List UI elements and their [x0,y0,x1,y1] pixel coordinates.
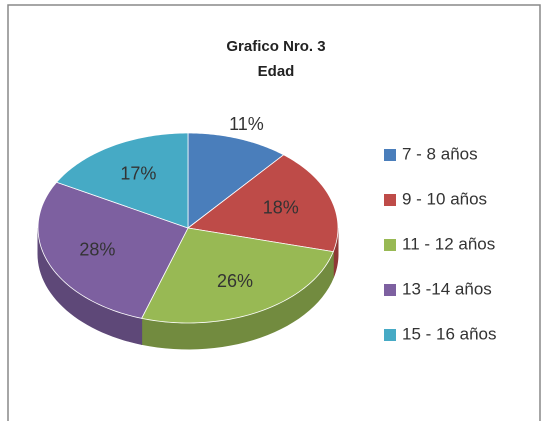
slice [55,132,189,229]
legend-swatch [384,194,396,206]
chart-title: Grafico Nro. 3 [226,38,325,55]
data-label: 26% [217,271,253,291]
legend-label: 11 - 12 años [402,234,495,253]
slice [141,227,334,324]
legend-swatch [384,239,396,251]
data-label: 11% [229,114,264,134]
legend-swatch [384,329,396,341]
legend-label: 13 -14 años [402,279,492,298]
slice [187,132,285,229]
slice [37,181,189,319]
legend-label: 7 - 8 años [402,144,478,163]
legend-label: 15 - 16 años [402,324,497,343]
legend-swatch [384,284,396,296]
data-label: 28% [79,239,115,259]
legend-swatch [384,149,396,161]
data-label: 17% [120,164,156,184]
legend-label: 9 - 10 años [402,189,487,208]
slice [187,154,339,253]
chart-subtitle: Edad [258,63,295,80]
data-label: 18% [263,198,299,218]
